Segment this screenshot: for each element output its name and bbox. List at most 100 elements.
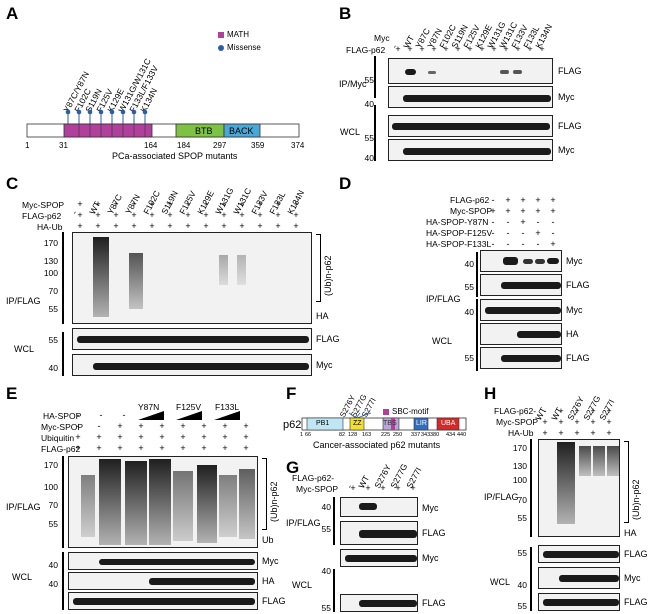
- sign: +: [180, 443, 186, 453]
- sign: +: [95, 199, 101, 209]
- group-bar: [62, 552, 64, 610]
- missense-legend-dot: [218, 45, 224, 51]
- dose-wedges: [138, 411, 240, 420]
- row-label: FLAG-p62: [41, 444, 81, 454]
- western-blot: [340, 594, 418, 612]
- blot-label: Myc: [566, 305, 583, 315]
- side-label: (Ub)n-p62: [269, 481, 279, 522]
- side-label: HA: [624, 528, 637, 538]
- sign: +: [293, 199, 299, 209]
- group-bar: [62, 332, 64, 376]
- sign: +: [201, 432, 207, 442]
- sign: +: [558, 428, 564, 438]
- sign: +: [167, 199, 173, 209]
- position-label: 250: [393, 432, 403, 438]
- mw-marker: 170: [43, 460, 58, 470]
- mw-marker: 130: [512, 461, 527, 471]
- sign: +: [365, 483, 371, 493]
- sign: -: [551, 228, 555, 238]
- western-blot: [68, 456, 258, 548]
- sign: +: [293, 221, 299, 231]
- western-blot: [340, 521, 418, 545]
- panel-a-label: A: [6, 4, 19, 23]
- position-label: 434: [446, 432, 456, 438]
- sign: +: [222, 443, 228, 453]
- mw-marker: 70: [48, 286, 58, 296]
- mw-marker: 70: [48, 500, 58, 510]
- sign: +: [490, 206, 496, 216]
- position-label: 1: [25, 141, 30, 150]
- sign: +: [275, 221, 281, 231]
- sign: -: [76, 410, 80, 420]
- blot-label: FLAG: [422, 598, 446, 608]
- blot-label: Myc: [422, 503, 439, 513]
- panel-f-label: F: [286, 384, 297, 403]
- sign: +: [558, 417, 564, 427]
- mw-marker: 40: [321, 502, 331, 512]
- sign: -: [506, 217, 510, 227]
- sign: +: [539, 44, 545, 54]
- sign: +: [243, 443, 249, 453]
- domain-label: PB1: [316, 420, 330, 427]
- sign: +: [590, 428, 596, 438]
- group-label: IP/FLAG: [426, 294, 461, 304]
- western-blot: [388, 58, 553, 84]
- group-bar: [374, 56, 376, 98]
- sign: +: [395, 483, 401, 493]
- side-label: (Ub)n-p62: [631, 479, 641, 520]
- side-label: HA: [316, 311, 329, 321]
- group-label: IP/FLAG: [6, 502, 41, 512]
- blot-label: HA: [566, 329, 579, 339]
- side-label: Ub: [262, 535, 274, 545]
- sign: +: [239, 221, 245, 231]
- sign: +: [221, 221, 227, 231]
- sign: +: [257, 199, 263, 209]
- sign: +: [527, 44, 533, 54]
- position-label: 66: [305, 432, 312, 438]
- missense-legend-label: Missense: [227, 43, 261, 52]
- western-blot: [538, 567, 620, 589]
- sign: +: [257, 210, 263, 220]
- ubn-bracket: [316, 234, 321, 302]
- western-blot: [68, 552, 258, 570]
- sign: +: [257, 221, 263, 231]
- sign: +: [185, 199, 191, 209]
- group-bar: [333, 569, 335, 612]
- mw-marker: 130: [43, 256, 58, 266]
- blot-label: Myc: [422, 553, 439, 563]
- sign: +: [505, 206, 511, 216]
- row-label: Myc-SPOP: [22, 200, 65, 210]
- sign: +: [113, 210, 119, 220]
- blot-label: Myc: [558, 145, 575, 155]
- sbc-legend-swatch: [383, 409, 389, 415]
- western-blot: [68, 572, 258, 590]
- mw-marker: 40: [48, 560, 58, 570]
- side-label: FLAG: [316, 334, 340, 344]
- western-blot: [480, 299, 562, 321]
- sign: +: [149, 199, 155, 209]
- sign: +: [185, 221, 191, 231]
- panel-g-label: G: [286, 458, 300, 477]
- western-blot: [340, 549, 418, 567]
- domain-label: UBA: [441, 420, 456, 427]
- side-label: FLAG: [624, 549, 648, 559]
- sign: +: [410, 483, 416, 493]
- panel-h-label: H: [484, 384, 497, 403]
- mutant-header: F133L: [215, 402, 240, 412]
- sign: +: [167, 221, 173, 231]
- mw-marker: 100: [512, 475, 527, 485]
- sign: +: [590, 417, 596, 427]
- sign: +: [535, 206, 541, 216]
- row-label: FLAG-p62-: [292, 473, 335, 483]
- panel-d-label: D: [339, 174, 352, 193]
- math-domain: [63, 123, 153, 138]
- sign: -: [491, 195, 495, 205]
- mw-marker: 55: [364, 133, 374, 143]
- math-legend-swatch: [218, 32, 224, 38]
- sign: +: [535, 195, 541, 205]
- mw-marker: 55: [321, 603, 331, 613]
- sign: -: [506, 239, 510, 249]
- sign: +: [558, 406, 564, 416]
- western-blot: [480, 347, 562, 369]
- mw-marker: 55: [464, 353, 474, 363]
